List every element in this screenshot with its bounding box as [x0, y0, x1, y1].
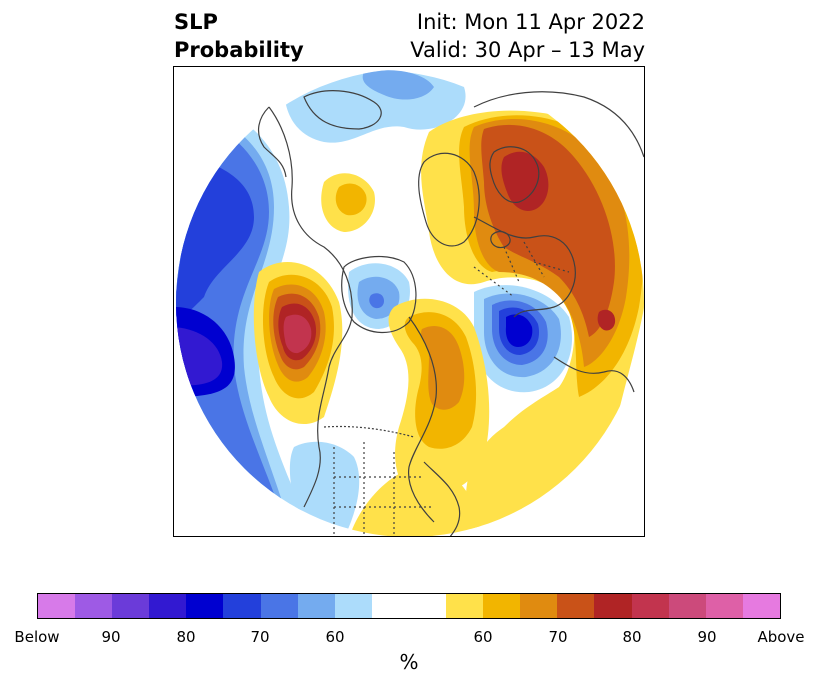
- below-region-centralNA-60: [289, 441, 360, 536]
- colorbar-unit-label: %: [399, 650, 419, 674]
- border-us-canada: [323, 425, 415, 438]
- below-region-arctic-65: [362, 70, 434, 100]
- colorbar-tick-label: 60: [473, 628, 493, 646]
- colorbar-tick-label: Above: [757, 628, 805, 646]
- colorbar-swatch: [38, 594, 76, 618]
- valid-period: Valid: 30 Apr – 13 May: [410, 38, 645, 62]
- colorbar-swatch: [705, 594, 743, 618]
- colorbar-swatch: [297, 594, 335, 618]
- above-region-baffin-65: [335, 183, 367, 216]
- coastline-mediterranean: [553, 356, 635, 393]
- border-states: [333, 442, 434, 536]
- chart-title: SLP Probability: [174, 8, 304, 64]
- border-europe: [473, 241, 570, 298]
- date-info: Init: Mon 11 Apr 2022 Valid: 30 Apr – 13…: [410, 8, 645, 64]
- colorbar-swatch: [557, 594, 595, 618]
- coastline-eastUS: [423, 461, 461, 536]
- colorbar-swatch: [446, 594, 484, 618]
- below-region-atlantic-80: [505, 314, 533, 347]
- colorbar-swatch: [260, 594, 298, 618]
- coastline-north-america: [268, 106, 353, 508]
- colorbar-tick-label: 70: [548, 628, 568, 646]
- colorbar-tick-label: 70: [250, 628, 270, 646]
- coastline-labrador: [407, 316, 437, 523]
- coastline-alaska: [257, 106, 287, 178]
- coastline-greenland: [418, 152, 480, 247]
- colorbar-swatch: [631, 594, 669, 618]
- above-region-eurasia-80b: [597, 309, 616, 331]
- colorbar-swatch: [668, 594, 706, 618]
- coastline-hudson-bay: [341, 256, 417, 334]
- colorbar-swatch: [371, 594, 409, 618]
- colorbar-swatch: [223, 594, 261, 618]
- colorbar-tick-label: 80: [176, 628, 196, 646]
- coastline-europe: [473, 216, 576, 318]
- colorbar-swatch: [742, 594, 780, 618]
- above-region-eastUS-60: [349, 466, 484, 536]
- below-region-hudson-70: [369, 293, 384, 309]
- init-date: Init: Mon 11 Apr 2022: [416, 10, 645, 34]
- colorbar-tick-label: 80: [622, 628, 642, 646]
- colorbar-swatch: [75, 594, 113, 618]
- probability-map: [176, 69, 644, 536]
- map-panel: [173, 66, 645, 537]
- coastline-arctic-islands: [303, 90, 382, 130]
- colorbar-swatch: [149, 594, 187, 618]
- coastlines: [257, 90, 644, 536]
- colorbar: [37, 593, 781, 619]
- coastline-iceland: [490, 230, 511, 249]
- title-line-2: Probability: [174, 38, 304, 62]
- colorbar-swatch: [334, 594, 372, 618]
- above-region-westNA-85: [283, 314, 312, 354]
- coastline-scandinavia: [489, 146, 540, 204]
- colorbar-tick-label: Below: [14, 628, 60, 646]
- above-region-eurasia-80: [501, 151, 549, 212]
- colorbar-swatch: [408, 594, 447, 618]
- colorbar-swatch: [520, 594, 558, 618]
- coastline-asia-north: [473, 91, 644, 158]
- colorbar-swatch: [112, 594, 150, 618]
- colorbar-tick-label: 60: [325, 628, 345, 646]
- colorbar-tick-label: 90: [697, 628, 717, 646]
- colorbar-swatch: [186, 594, 224, 618]
- colorbar-tick-label: 90: [101, 628, 121, 646]
- colorbar-swatch: [483, 594, 521, 618]
- colorbar-swatch: [594, 594, 632, 618]
- above-region-labrador-70: [421, 326, 465, 410]
- title-line-1: SLP: [174, 10, 218, 34]
